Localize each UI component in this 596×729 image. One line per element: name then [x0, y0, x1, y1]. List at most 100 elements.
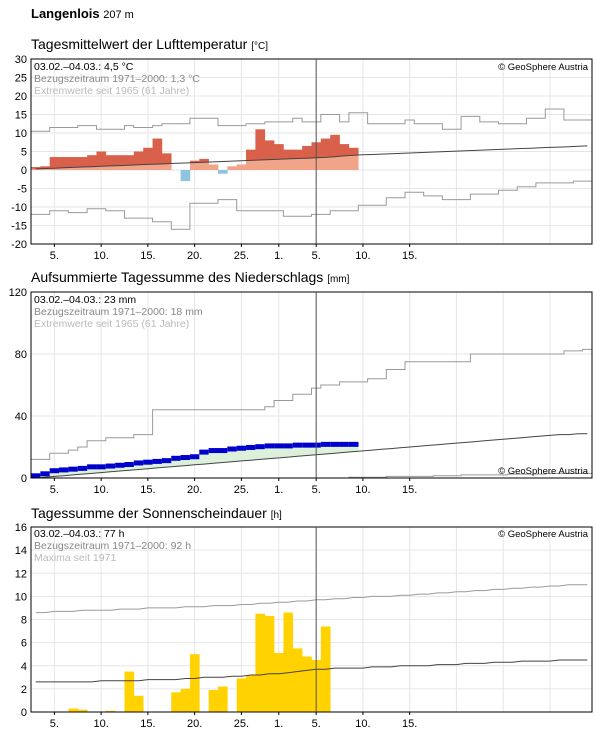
- precipitation-normal-line: [35, 433, 588, 479]
- temperature-bar-normal-part: [274, 159, 284, 170]
- temperature-bar-normal-part: [77, 167, 88, 170]
- precipitation-bar-normal-band: [302, 443, 312, 456]
- sunshine-ytick-label: 16: [15, 522, 27, 534]
- precipitation-bar-normal-band: [218, 448, 228, 463]
- temperature-bar-normal-part: [236, 164, 247, 170]
- sunshine-title-text: Tagessumme der Sonnenscheindauer: [31, 505, 267, 521]
- temperature-bar-anomaly: [68, 157, 79, 168]
- temperature-bar-normal-part: [152, 164, 163, 170]
- temperature-bar-anomaly: [302, 145, 312, 159]
- sunshine-bar: [292, 648, 303, 712]
- temperature-bar-anomaly: [133, 151, 144, 165]
- temperature-bar-anomaly: [320, 138, 331, 158]
- precipitation-xtick-label: 5.: [50, 484, 59, 496]
- precipitation-bar-normal-band: [339, 442, 350, 453]
- sunshine-ytick-label: 12: [15, 568, 27, 580]
- temperature-info-current: 03.02.–04.03.: 4,5 °C: [34, 61, 134, 73]
- temperature-info-extremes: Extremwerte seit 1965 (61 Jahre): [34, 85, 189, 97]
- station-heading: Langenlois 207 m: [31, 6, 134, 21]
- precipitation-bar-excess: [180, 455, 191, 461]
- temperature-ytick-label: -5: [17, 184, 27, 196]
- precipitation-bar-normal-band: [199, 450, 209, 465]
- temperature-bar-normal-part: [330, 156, 340, 170]
- precipitation-bar-excess: [199, 450, 209, 455]
- precipitation-xtick-label: 1.: [274, 484, 283, 496]
- precipitation-bar-excess: [264, 443, 275, 449]
- temperature-xtick-label: 1.: [274, 250, 283, 262]
- sunshine-ytick-label: 10: [15, 591, 27, 603]
- temperature-bar-normal-part: [348, 155, 359, 170]
- station-altitude: 207 m: [103, 9, 134, 21]
- temperature-bar-anomaly: [161, 153, 172, 164]
- sunshine-info-reference: Bezugszeitraum 1971–2000: 92 h: [34, 540, 191, 552]
- precipitation-bar-excess: [115, 463, 125, 468]
- precipitation-bar-excess: [105, 464, 116, 469]
- sunshine-info-extremes: Maxima seit 1971: [34, 552, 116, 564]
- precipitation-bar-excess: [348, 442, 359, 447]
- temperature-bar-anomaly: [77, 157, 88, 168]
- precipitation-ytick-label: 0: [21, 473, 27, 485]
- precipitation-bar-normal-band: [236, 446, 247, 461]
- temperature-bar-normal-part: [124, 165, 135, 170]
- temperature-bar-anomaly: [40, 166, 50, 169]
- temperature-bar-anomaly: [115, 155, 125, 166]
- precipitation-bar-excess: [236, 446, 247, 451]
- precipitation-max-extreme-line: [31, 348, 592, 460]
- sunshine-max-extreme-line: [35, 584, 588, 614]
- temperature-bar-anomaly: [31, 167, 41, 169]
- sunshine-xtick-label: 5.: [312, 718, 321, 729]
- temperature-bar-normal-part: [115, 165, 125, 170]
- sunshine-xtick-label: 25.: [234, 718, 249, 729]
- sunshine-xtick-label: 5.: [50, 718, 59, 729]
- sunshine-copyright: © GeoSphere Austria: [498, 529, 589, 540]
- temperature-bar-anomaly: [49, 157, 60, 169]
- sunshine-unit: [h]: [270, 510, 282, 521]
- precipitation-bar-excess: [246, 445, 256, 450]
- station-name: Langenlois: [31, 6, 100, 21]
- temperature-bar-normal-part: [161, 163, 172, 170]
- precipitation-bar-excess: [49, 468, 60, 474]
- temperature-bar-normal-part: [87, 166, 97, 170]
- sunshine-xtick-label: 20.: [187, 718, 202, 729]
- precipitation-bar-normal-band: [246, 445, 256, 461]
- temperature-bar-normal-part: [49, 168, 60, 170]
- sunshine-bar: [189, 654, 200, 712]
- precipitation-xtick-label: 20.: [187, 484, 202, 496]
- precipitation-bar-excess: [189, 454, 200, 460]
- temperature-bar-cold: [180, 170, 191, 182]
- precipitation-bar-normal-band: [283, 443, 294, 458]
- precipitation-bar-normal-band: [171, 456, 181, 467]
- precipitation-bar-normal-band: [274, 443, 284, 458]
- temperature-max-extreme-line: [31, 108, 592, 132]
- temperature-bar-anomaly: [246, 149, 256, 161]
- temperature-bar-anomaly: [189, 160, 200, 163]
- temperature-unit: [°C]: [251, 41, 268, 52]
- precipitation-title: Aufsummierte Tagessumme des Niederschlag…: [31, 269, 349, 285]
- temperature-ytick-label: 20: [15, 91, 27, 103]
- temperature-bar-normal-part: [264, 159, 275, 170]
- temperature-bar-anomaly: [124, 155, 135, 166]
- sunshine-ytick-label: 0: [21, 707, 27, 719]
- precipitation-bar-excess: [31, 473, 41, 478]
- temperature-ytick-label: 5: [21, 147, 27, 159]
- precipitation-bar-excess: [208, 448, 219, 454]
- temperature-xtick-label: 15.: [140, 250, 155, 262]
- temperature-ytick-label: 0: [21, 165, 27, 177]
- temperature-xtick-label: 15.: [402, 250, 417, 262]
- temperature-bar-anomaly: [152, 138, 163, 165]
- temperature-title: Tagesmittelwert der Lufttemperatur [°C]: [31, 36, 268, 52]
- sunshine-bar: [283, 612, 294, 712]
- temperature-ytick-label: 25: [15, 73, 27, 85]
- temperature-bar-anomaly: [330, 134, 340, 157]
- precipitation-bar-excess: [283, 443, 294, 449]
- sunshine-bar: [218, 686, 228, 712]
- temperature-frame: [30, 58, 593, 245]
- precipitation-bar-normal-band: [330, 442, 340, 454]
- temperature-bar-normal-part: [246, 160, 256, 170]
- temperature-bar-anomaly: [87, 155, 97, 167]
- temperature-bar-normal-part: [339, 155, 350, 170]
- precipitation-bar-excess: [320, 442, 331, 447]
- precipitation-bar-excess: [171, 456, 181, 461]
- precipitation-bar-excess: [161, 458, 172, 464]
- precipitation-bar-normal-band: [180, 455, 191, 466]
